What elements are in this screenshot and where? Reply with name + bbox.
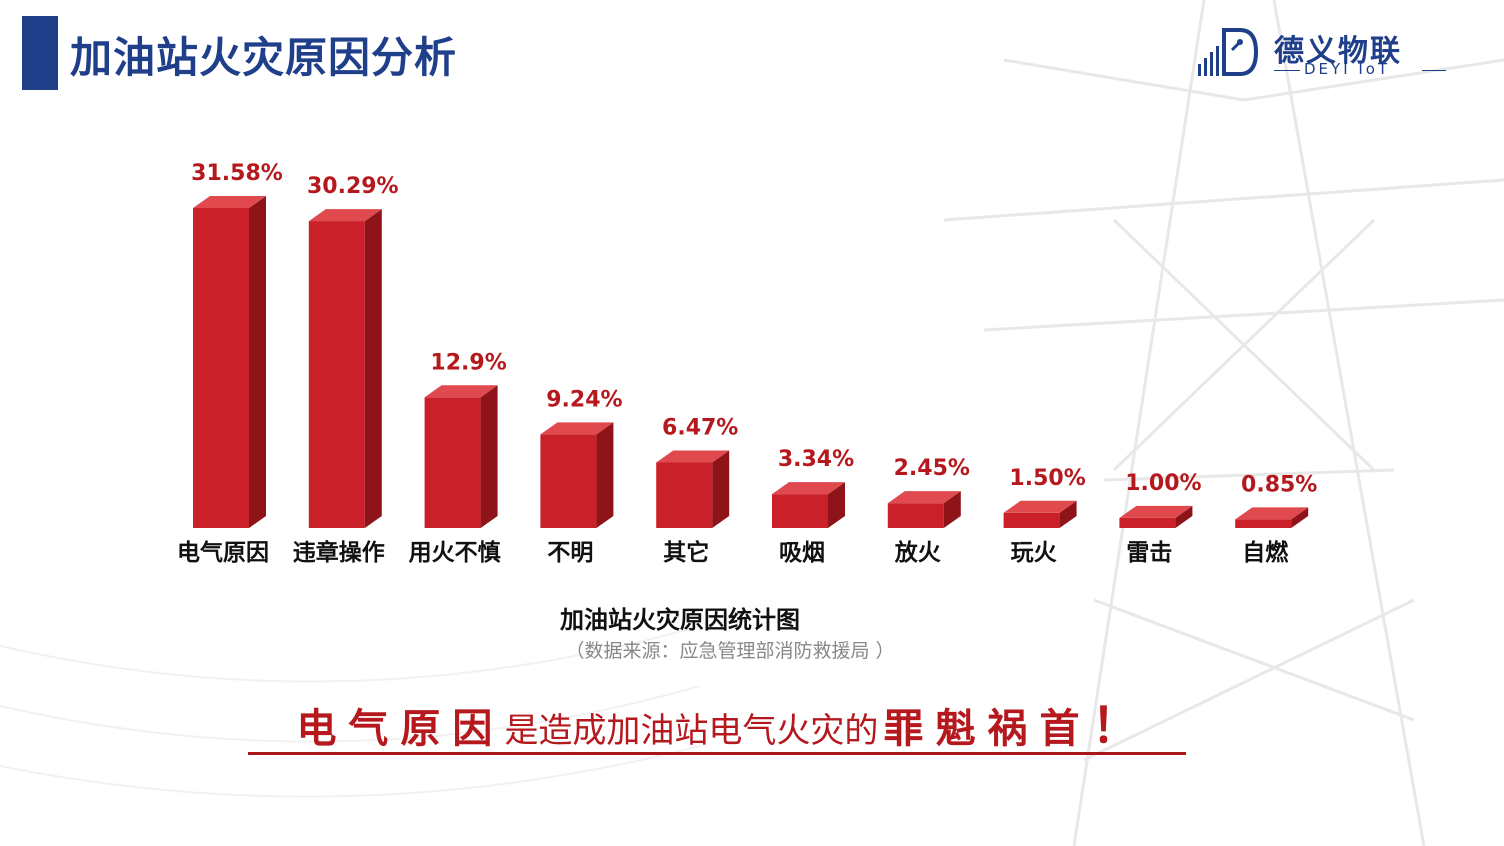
bar-side — [1175, 505, 1193, 528]
bar-9 — [1119, 505, 1193, 528]
bar-side — [712, 450, 730, 528]
logo-english-name: DEYI IoT — [1304, 60, 1391, 78]
category-label: 违章操作 — [293, 539, 385, 566]
bar-5 — [656, 450, 730, 528]
bar-front — [887, 503, 944, 528]
category-label: 用火不慎 — [409, 539, 501, 566]
conclusion-emphasis-cause: 电气原因 — [296, 706, 505, 752]
power-tower-background — [944, 0, 1504, 846]
bar-front — [424, 397, 481, 528]
logo-chinese-name: 德义物联 — [1274, 34, 1402, 69]
bar-top — [887, 491, 961, 504]
value-label: 1.50% — [1009, 466, 1085, 491]
bar-front — [656, 462, 713, 528]
conclusion-text: 是造成加油站电气火灾的 — [504, 711, 879, 751]
category-label: 电气原因 — [177, 539, 269, 566]
bar-top — [1119, 505, 1193, 518]
value-label: 9.24% — [546, 387, 622, 412]
company-logo: 德义物联 DEYI IoT — [1196, 24, 1456, 84]
value-label: 6.47% — [662, 415, 738, 440]
category-label: 其它 — [663, 539, 709, 566]
bar-front — [1235, 519, 1292, 528]
conclusion: 电气原因是造成加油站电气火灾的 罪魁祸首！ — [250, 686, 1186, 756]
data-source: （数据来源：应急管理部消防救援局 ） — [565, 640, 895, 662]
bar-side — [596, 422, 614, 528]
bar-side — [480, 385, 498, 528]
bar-3 — [424, 385, 498, 528]
bar-1 — [193, 196, 266, 528]
slide-title: 加油站火灾原因分析 — [70, 33, 458, 82]
bar-front — [193, 208, 249, 528]
bar-front — [1119, 517, 1176, 528]
value-label: 2.45% — [894, 456, 970, 481]
bar-front — [1003, 512, 1060, 528]
value-label: 31.58% — [191, 161, 283, 186]
bar-top — [308, 209, 382, 222]
chart-title: 加油站火灾原因统计图 — [560, 606, 800, 634]
bar-10 — [1235, 507, 1309, 528]
conclusion-underline — [248, 752, 1186, 755]
category-label: 雷击 — [1126, 540, 1172, 566]
bar-top — [424, 385, 498, 398]
category-label: 自燃 — [1242, 539, 1289, 566]
logo-rule-right — [1422, 70, 1446, 71]
bar-top — [656, 450, 730, 463]
bar-top — [772, 482, 845, 495]
d-circuit-logo-icon — [1198, 28, 1259, 76]
power-lines-background — [0, 625, 700, 798]
bar-2 — [308, 209, 382, 528]
value-label: 0.85% — [1241, 472, 1317, 497]
bar-side — [1291, 507, 1309, 528]
exclamation-mark: ！ — [1091, 698, 1140, 754]
value-label: 3.34% — [778, 447, 854, 472]
value-label: 12.9% — [430, 350, 506, 375]
bar-7 — [887, 491, 961, 528]
bar-side — [364, 209, 382, 528]
bar-front — [540, 434, 597, 528]
title-accent-bar — [22, 16, 58, 90]
bar-4 — [540, 422, 614, 528]
bar-side — [249, 196, 266, 528]
category-label: 放火 — [894, 539, 941, 566]
bar-top — [193, 196, 266, 208]
category-label: 吸烟 — [779, 540, 825, 566]
category-label: 不明 — [547, 540, 593, 566]
bar-side — [828, 482, 845, 528]
bar-side — [943, 491, 961, 528]
conclusion-emphasis-culprit: 罪魁祸首 — [883, 706, 1092, 752]
bar-front — [308, 221, 365, 528]
value-label: 1.00% — [1125, 471, 1201, 496]
bar-6 — [772, 482, 845, 528]
logo-rule-left — [1274, 70, 1300, 71]
bar-top — [1235, 507, 1309, 520]
bar-front — [772, 494, 828, 528]
bar-side — [1059, 500, 1077, 528]
category-label: 玩火 — [1011, 540, 1057, 566]
bar-top — [1003, 500, 1077, 513]
bar-8 — [1003, 500, 1077, 528]
value-label: 30.29% — [307, 174, 399, 199]
bar-top — [540, 422, 614, 435]
